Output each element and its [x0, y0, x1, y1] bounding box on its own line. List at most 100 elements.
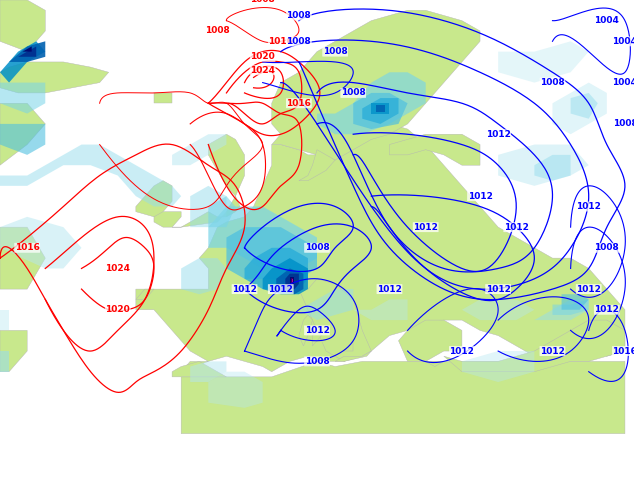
Text: 1012: 1012: [595, 305, 619, 314]
Polygon shape: [0, 145, 181, 206]
Polygon shape: [181, 258, 226, 294]
Polygon shape: [285, 273, 299, 289]
Bar: [165, 459, 188, 476]
Text: 1008: 1008: [287, 37, 311, 46]
Polygon shape: [0, 62, 108, 93]
Text: 1012: 1012: [486, 285, 510, 294]
Polygon shape: [209, 206, 317, 269]
Bar: [120, 459, 142, 476]
Text: 1016: 1016: [287, 99, 311, 108]
Bar: [97, 459, 120, 476]
Polygon shape: [444, 320, 625, 372]
Polygon shape: [0, 351, 9, 372]
Polygon shape: [462, 351, 534, 382]
Polygon shape: [372, 103, 389, 114]
Polygon shape: [181, 361, 625, 434]
Polygon shape: [9, 41, 45, 62]
Polygon shape: [262, 258, 308, 294]
Polygon shape: [272, 10, 480, 160]
Polygon shape: [534, 155, 571, 181]
Polygon shape: [276, 269, 304, 294]
Polygon shape: [18, 47, 36, 57]
Polygon shape: [498, 145, 589, 186]
Text: 1012: 1012: [504, 222, 529, 232]
Polygon shape: [425, 361, 444, 367]
Polygon shape: [136, 124, 625, 372]
Polygon shape: [136, 181, 172, 217]
Text: 1004: 1004: [595, 16, 619, 25]
Text: 1016: 1016: [612, 346, 634, 356]
Bar: [301, 459, 323, 476]
Text: 1012: 1012: [268, 285, 293, 294]
Text: 1012: 1012: [413, 222, 438, 232]
Polygon shape: [353, 93, 408, 129]
Text: 1012: 1012: [304, 326, 330, 335]
Polygon shape: [290, 277, 294, 284]
Text: 1004: 1004: [612, 78, 634, 87]
Polygon shape: [0, 330, 27, 372]
Text: 1008: 1008: [304, 357, 330, 366]
Bar: [6, 459, 29, 476]
Bar: [188, 459, 210, 476]
Polygon shape: [353, 299, 408, 320]
Polygon shape: [154, 212, 181, 227]
Bar: [51, 459, 74, 476]
Polygon shape: [291, 278, 294, 283]
Text: 45: 45: [278, 478, 288, 487]
Polygon shape: [172, 361, 226, 377]
Text: 1012: 1012: [232, 285, 257, 294]
Text: 1008: 1008: [250, 0, 275, 4]
Polygon shape: [0, 83, 45, 114]
Polygon shape: [399, 320, 462, 361]
Polygon shape: [552, 299, 589, 315]
Polygon shape: [245, 248, 308, 289]
Polygon shape: [136, 289, 154, 299]
Polygon shape: [313, 330, 321, 346]
Bar: [142, 459, 165, 476]
Text: 1012: 1012: [576, 202, 601, 211]
Polygon shape: [154, 93, 172, 103]
Polygon shape: [299, 289, 353, 320]
Polygon shape: [209, 196, 235, 227]
Text: 1024: 1024: [250, 66, 275, 74]
Polygon shape: [0, 0, 45, 51]
Text: 5: 5: [97, 478, 102, 487]
Polygon shape: [362, 98, 399, 124]
Text: 1008: 1008: [540, 78, 565, 87]
Polygon shape: [0, 103, 45, 165]
Polygon shape: [562, 294, 589, 310]
Polygon shape: [0, 41, 45, 83]
Polygon shape: [0, 217, 82, 269]
Polygon shape: [534, 299, 589, 320]
Polygon shape: [552, 83, 607, 134]
Polygon shape: [172, 134, 226, 165]
Text: 10: 10: [120, 478, 129, 487]
Text: 1024: 1024: [105, 264, 130, 273]
Bar: [278, 459, 301, 476]
Text: 1016: 1016: [268, 37, 293, 46]
Polygon shape: [190, 361, 226, 382]
Text: 40: 40: [256, 478, 266, 487]
Bar: [210, 459, 233, 476]
Text: 1008: 1008: [341, 88, 366, 98]
Text: 1008: 1008: [323, 47, 347, 56]
Polygon shape: [226, 227, 317, 279]
Text: 1004: 1004: [612, 37, 634, 46]
Polygon shape: [190, 186, 226, 227]
Text: 1012: 1012: [468, 192, 493, 201]
Polygon shape: [335, 351, 372, 361]
Polygon shape: [299, 150, 335, 181]
Polygon shape: [389, 134, 480, 165]
Polygon shape: [498, 41, 589, 83]
Polygon shape: [299, 315, 313, 346]
Text: 1012: 1012: [450, 346, 474, 356]
Polygon shape: [299, 279, 372, 361]
Text: 1020: 1020: [250, 52, 275, 61]
Bar: [256, 459, 278, 476]
Bar: [29, 459, 51, 476]
Text: 1012: 1012: [576, 285, 601, 294]
Text: 1020: 1020: [105, 305, 130, 314]
Text: 1: 1: [51, 478, 56, 487]
Text: 1008: 1008: [612, 120, 634, 128]
Text: 50: 50: [301, 478, 311, 487]
